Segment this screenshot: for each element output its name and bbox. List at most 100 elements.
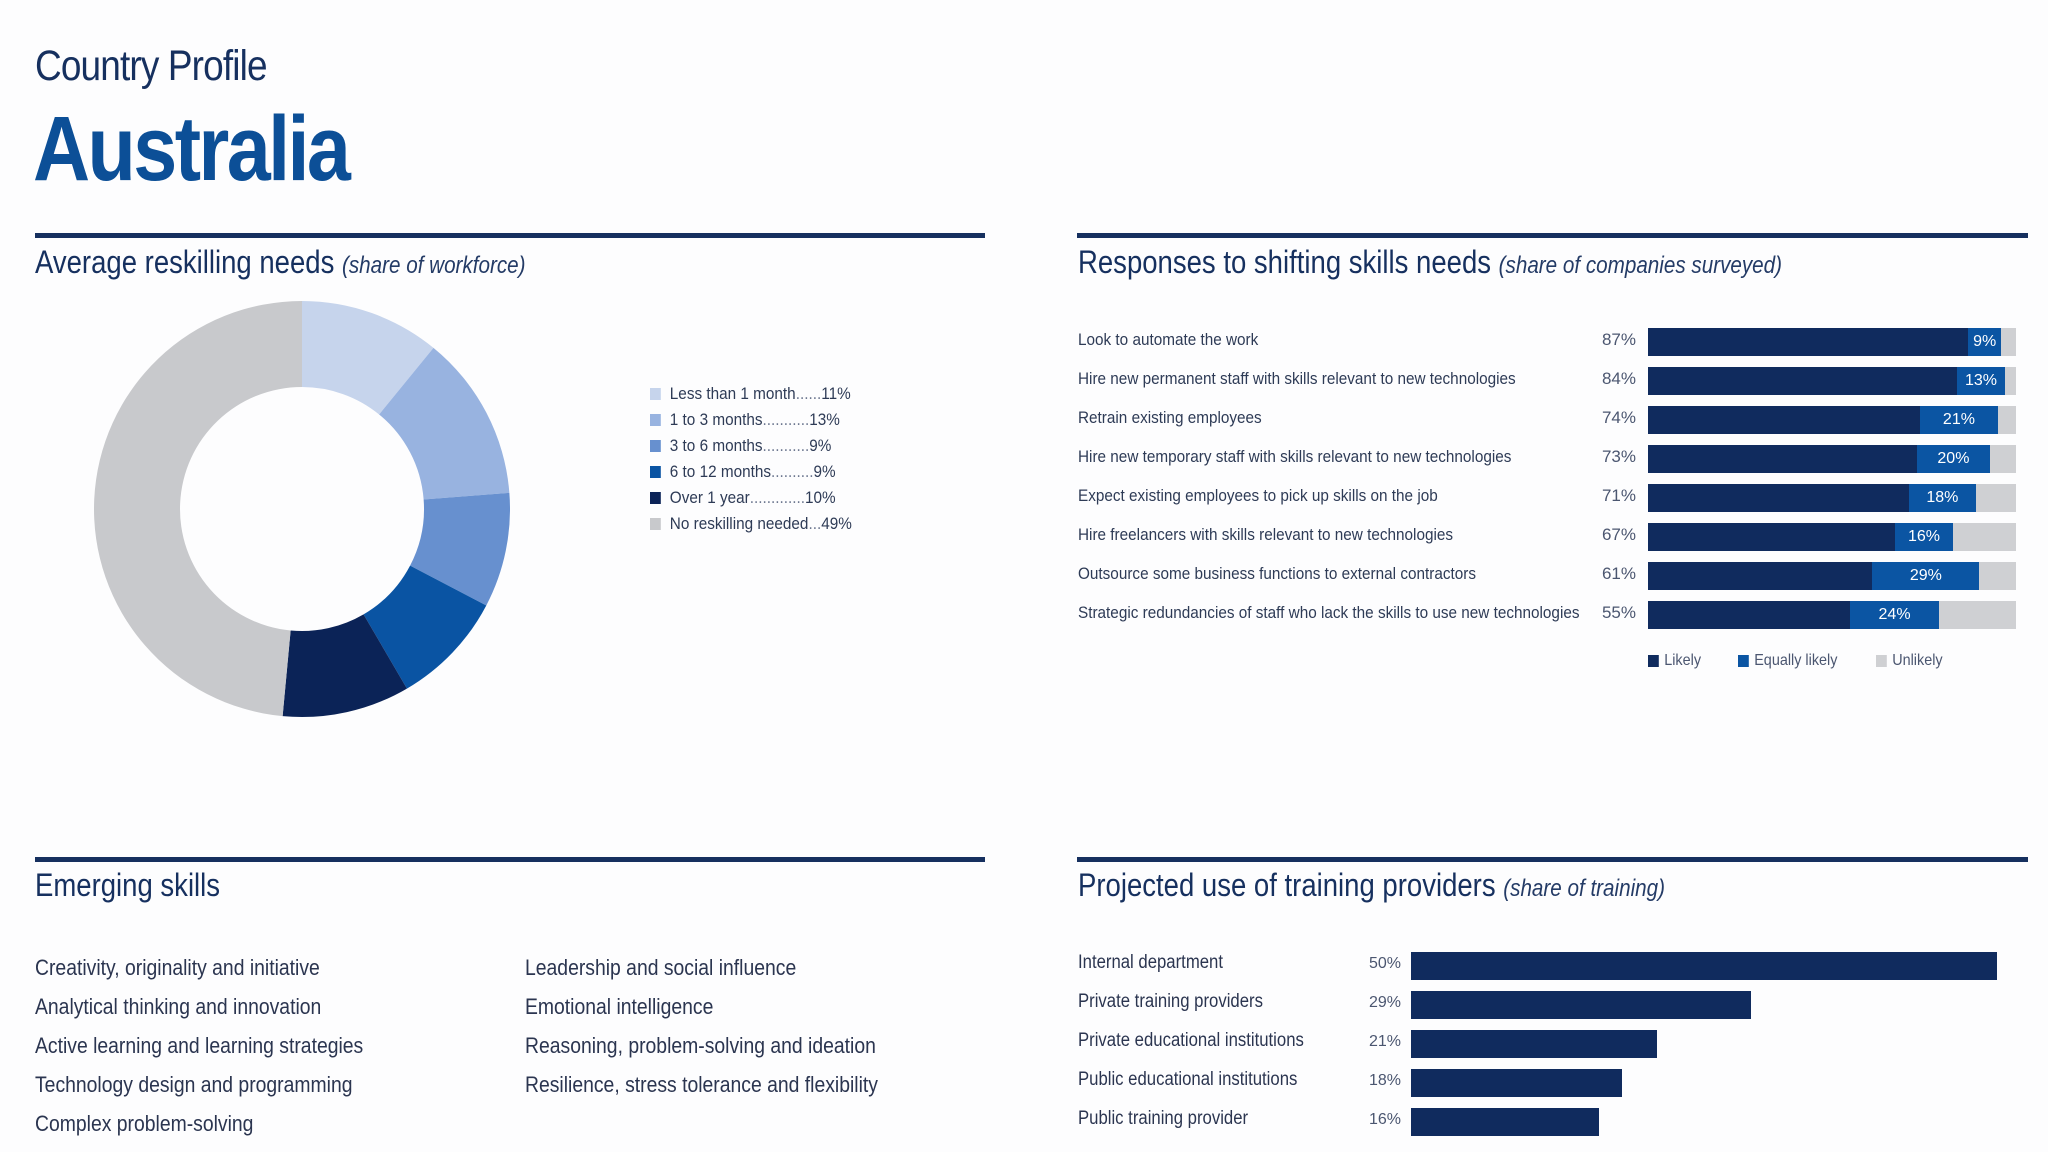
responses-title: Responses to shifting skills needs (shar…: [1078, 244, 1782, 281]
provider-label: Private training providers: [1078, 991, 1263, 1012]
skill-item: Emotional intelligence: [525, 994, 714, 1019]
response-equally-likely-label: 13%: [1965, 372, 1998, 389]
legend-item: No reskilling needed... 49%: [650, 512, 852, 536]
donut-slice-1-to-3-months: [379, 347, 510, 500]
training-title: Projected use of training providers (sha…: [1078, 867, 1665, 904]
legend-swatch: [1648, 655, 1659, 667]
legend-label: Less than 1 month: [669, 384, 796, 403]
reskilling-legend: Less than 1 month...... 11% 1 to 3 months.…: [650, 382, 910, 542]
legend-label: Equally likely: [1754, 652, 1838, 669]
response-bar-likely: [1648, 523, 1895, 551]
provider-label: Internal department: [1078, 952, 1223, 973]
response-bar-unlikely: [1975, 484, 2016, 512]
response-equally-likely-label: 24%: [1878, 606, 1911, 623]
response-bar-equally-likely: [1968, 328, 2002, 356]
legend-label: 6 to 12 months: [669, 462, 772, 481]
skills-column-1: Creativity, originality and initiative An…: [35, 955, 515, 1150]
skill-item: Resilience, stress tolerance and flexibi…: [525, 1072, 878, 1097]
response-likely-pct: 61%: [1601, 564, 1636, 583]
skill-item: Analytical thinking and innovation: [35, 994, 322, 1019]
response-label: Hire freelancers with skills relevant to…: [1078, 525, 1454, 544]
response-bar-equally-likely: [1920, 406, 1998, 434]
response-likely-pct: 67%: [1601, 525, 1636, 544]
response-equally-likely-label: 29%: [1909, 567, 1942, 584]
responses-legend: Likely Equally likely Unlikely: [1648, 652, 2028, 676]
reskilling-title-text: Average reskilling needs: [35, 244, 335, 280]
responses-chart: Look to automate the work 87% 9% Hire new p…: [1078, 328, 2028, 638]
response-equally-likely-label: 16%: [1907, 528, 1940, 545]
response-bar-unlikely: [1990, 445, 2016, 473]
legend-swatch: [650, 492, 661, 504]
provider-bar: [1411, 1108, 1599, 1136]
section-divider: [1077, 233, 2028, 238]
response-bar-unlikely: [2004, 367, 2016, 395]
donut-slice-no-reskilling-needed: [93, 301, 303, 717]
response-bar-equally-likely: [1850, 601, 1939, 629]
provider-bar: [1411, 991, 1751, 1019]
response-bar-likely: [1648, 406, 1921, 434]
provider-pct: 18%: [1368, 1072, 1401, 1089]
legend-dots: ...: [808, 514, 822, 533]
response-label: Look to automate the work: [1078, 330, 1259, 349]
legend-dots: ......: [795, 384, 822, 403]
response-bar-equally-likely: [1909, 484, 1976, 512]
response-bar-likely: [1648, 445, 1917, 473]
legend-value: 10%: [804, 488, 836, 507]
donut-slice-less-than-1-month: [302, 301, 434, 415]
legend-label: Likely: [1664, 652, 1702, 669]
legend-swatch: [650, 414, 661, 426]
emerging-title: Emerging skills: [35, 867, 221, 903]
response-bar-unlikely: [1997, 406, 2016, 434]
response-bar-equally-likely: [1916, 445, 1991, 473]
legend-label: No reskilling needed: [669, 514, 809, 533]
response-equally-likely-label: 21%: [1942, 411, 1975, 428]
provider-pct: 50%: [1368, 955, 1401, 972]
response-likely-pct: 87%: [1601, 330, 1636, 349]
response-bar-unlikely: [1953, 523, 2016, 551]
response-label: Hire new temporary staff with skills rel…: [1078, 447, 1512, 466]
provider-label: Public training provider: [1078, 1108, 1249, 1129]
donut-slice-6-to-12-months: [363, 565, 487, 689]
responses-legend-item: Equally likely: [1738, 652, 1837, 670]
legend-swatch: [1738, 655, 1749, 667]
legend-value: 13%: [809, 410, 840, 429]
response-label: Hire new permanent staff with skills rel…: [1078, 369, 1516, 388]
response-bar-equally-likely: [1872, 562, 1980, 590]
legend-value: 11%: [821, 384, 851, 403]
responses-legend-item: Unlikely: [1876, 652, 1943, 670]
response-equally-likely-label: 20%: [1937, 450, 1970, 467]
response-bar-likely: [1648, 484, 1910, 512]
legend-value: 49%: [821, 514, 852, 533]
responses-subtitle: (share of companies surveyed): [1498, 252, 1783, 279]
response-likely-pct: 74%: [1601, 408, 1636, 427]
legend-dots: ..........: [771, 462, 814, 481]
page-kicker: Country Profile: [35, 42, 268, 90]
legend-label: Over 1 year: [669, 488, 750, 507]
skill-item: Creativity, originality and initiative: [35, 955, 320, 980]
responses-legend-item: Likely: [1648, 652, 1701, 670]
skill-item: Technology design and programming: [35, 1072, 353, 1097]
response-bar-likely: [1648, 601, 1851, 629]
response-equally-likely-label: 18%: [1926, 489, 1959, 506]
response-label: Expect existing employees to pick up ski…: [1078, 486, 1438, 505]
legend-swatch: [650, 440, 661, 452]
reskilling-subtitle: (share of workforce): [341, 252, 526, 279]
response-bar-unlikely: [2001, 328, 2016, 356]
response-equally-likely-label: 9%: [1973, 333, 1997, 350]
legend-swatch: [650, 388, 661, 400]
provider-pct: 21%: [1368, 1033, 1401, 1050]
response-bar-unlikely: [1979, 562, 2016, 590]
reskilling-donut-chart: [93, 301, 510, 717]
legend-dots: ...........: [762, 436, 810, 455]
response-bar-equally-likely: [1957, 367, 2005, 395]
responses-title-text: Responses to shifting skills needs: [1078, 244, 1492, 280]
provider-label: Public educational institutions: [1078, 1069, 1298, 1090]
skill-item: Reasoning, problem-solving and ideation: [525, 1033, 876, 1058]
provider-label: Private educational institutions: [1078, 1030, 1304, 1051]
donut-slice-3-to-6-months: [410, 492, 510, 606]
legend-label: 3 to 6 months: [669, 436, 763, 455]
legend-swatch: [650, 466, 661, 478]
response-bar-likely: [1648, 328, 1969, 356]
response-bar-equally-likely: [1894, 523, 1954, 551]
response-likely-pct: 73%: [1601, 447, 1636, 466]
